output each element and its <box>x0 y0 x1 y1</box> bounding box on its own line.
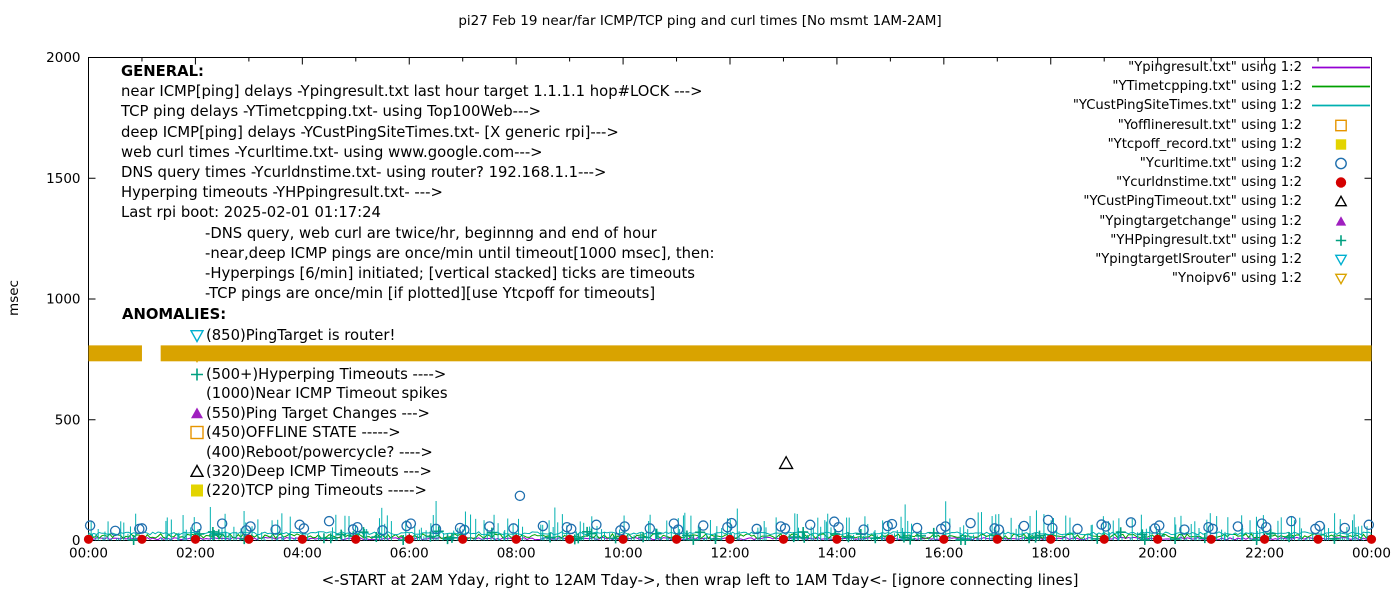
legend-item: "YpingtargetISrouter" using 1:2 <box>1073 250 1374 269</box>
anomaly-item: (450)OFFLINE STATE -----> <box>190 423 448 442</box>
anomaly-item: (400)Reboot/powercycle? ----> <box>190 442 448 461</box>
general-line: DNS query times -Ycurldnstime.txt- using… <box>121 164 607 182</box>
anomaly-text: (1000)Near ICMP Timeout spikes <box>206 385 448 403</box>
x-tick-label: 04:00 <box>283 546 322 562</box>
legend-item: "Ycurldnstime.txt" using 1:2 <box>1073 173 1374 192</box>
anomaly-item: (1000)Near ICMP Timeout spikes <box>190 384 448 403</box>
y-axis-label: msec <box>6 280 22 316</box>
anomalies-heading: ANOMALIES: <box>122 306 227 323</box>
general-line: Hyperping timeouts -YHPpingresult.txt- -… <box>121 184 443 202</box>
x-tick-label: 00:00 <box>69 546 108 562</box>
legend-item: "Ytcpoff_record.txt" using 1:2 <box>1073 135 1374 154</box>
anomaly-item: (850)PingTarget is router! <box>190 326 448 345</box>
x-tick-label: 00:00 <box>1352 546 1391 562</box>
legend-label: "Ypingtargetchange" using 1:2 <box>1099 213 1302 229</box>
legend-item: "Ycurltime.txt" using 1:2 <box>1073 154 1374 173</box>
anomaly-text: (500+)Hyperping Timeouts ----> <box>206 365 447 383</box>
general-note: -near,deep ICMP pings are once/min until… <box>205 244 715 262</box>
legend-sample-square-filled <box>1308 137 1374 152</box>
legend-sample-line <box>1308 60 1374 75</box>
general-line: TCP ping delays -YTimetcpping.txt- using… <box>121 103 542 121</box>
general-line: near ICMP[ping] delays -Ypingresult.txt … <box>121 83 703 101</box>
legend-sample-triangle-up-open <box>1308 194 1374 209</box>
x-tick-label: 18:00 <box>1031 546 1070 562</box>
triangle-up-open-icon <box>190 463 206 480</box>
x-tick-label: 06:00 <box>390 546 429 562</box>
legend-label: "Ynoipv6" using 1:2 <box>1171 271 1302 287</box>
anomaly-item: (220)TCP ping Timeouts -----> <box>190 481 448 500</box>
x-tick-label: 10:00 <box>604 546 643 562</box>
legend-label: "YpingtargetISrouter" using 1:2 <box>1095 251 1302 267</box>
legend-label: "Yofflineresult.txt" using 1:2 <box>1117 117 1302 133</box>
legend-item: "YCustPingTimeout.txt" using 1:2 <box>1073 192 1374 211</box>
anomaly-text: (450)OFFLINE STATE -----> <box>206 424 401 442</box>
x-tick-label: 20:00 <box>1138 546 1177 562</box>
anomaly-text: (220)TCP ping Timeouts -----> <box>206 482 427 500</box>
square-open-icon <box>190 424 206 441</box>
general-line: Last rpi boot: 2025-02-01 01:17:24 <box>121 204 381 222</box>
general-heading: GENERAL: <box>121 63 204 80</box>
anomaly-item: (320)Deep ICMP Timeouts ---> <box>190 462 448 481</box>
anomaly-item: (550)Ping Target Changes ---> <box>190 404 448 423</box>
legend-item: "YTimetcpping.txt" using 1:2 <box>1073 77 1374 96</box>
legend-sample-circle-open <box>1308 156 1374 171</box>
square-filled-icon <box>190 482 206 499</box>
x-axis-label: <-START at 2AM Yday, right to 12AM Tday-… <box>321 571 1079 589</box>
general-note: -DNS query, web curl are twice/hr, begin… <box>205 224 657 242</box>
y-tick-label: 0 <box>72 533 81 549</box>
legend-item: "Ypingtargetchange" using 1:2 <box>1073 212 1374 231</box>
legend-sample-triangle-down-open <box>1308 252 1374 267</box>
y-tick-label: 1000 <box>46 292 80 308</box>
general-line: web curl times -Ycurltime.txt- using www… <box>121 143 543 161</box>
legend-sample-triangle-down-open <box>1308 271 1374 286</box>
legend-label: "Ytcpoff_record.txt" using 1:2 <box>1107 136 1302 152</box>
x-tick-label: 12:00 <box>711 546 750 562</box>
x-tick-label: 14:00 <box>817 546 856 562</box>
legend-label: "YHPpingresult.txt" using 1:2 <box>1110 232 1302 248</box>
legend-item: "YCustPingSiteTimes.txt" using 1:2 <box>1073 96 1374 115</box>
legend-sample-square-open <box>1308 118 1374 133</box>
general-note: -TCP pings are once/min [if plotted][use… <box>205 285 656 303</box>
general-annotations: GENERAL: near ICMP[ping] delays -Ypingre… <box>121 62 715 304</box>
anomaly-text: (550)Ping Target Changes ---> <box>206 404 430 422</box>
legend-item: "Ypingresult.txt" using 1:2 <box>1073 58 1374 77</box>
x-tick-label: 22:00 <box>1245 546 1284 562</box>
chart-title: pi27 Feb 19 near/far ICMP/TCP ping and c… <box>458 13 942 29</box>
legend-label: "YTimetcpping.txt" using 1:2 <box>1112 79 1302 95</box>
legend-item: "Ynoipv6" using 1:2 <box>1073 269 1374 288</box>
y-tick-label: 500 <box>55 412 81 428</box>
triangle-up-filled-icon <box>190 405 206 422</box>
legend-item: "YHPpingresult.txt" using 1:2 <box>1073 231 1374 250</box>
legend-label: "Ycurldnstime.txt" using 1:2 <box>1116 175 1302 191</box>
x-tick-label: 02:00 <box>176 546 215 562</box>
x-tick-label: 08:00 <box>497 546 536 562</box>
x-tick-label: 16:00 <box>924 546 963 562</box>
y-tick-label: 1500 <box>46 171 80 187</box>
legend-sample-plus <box>1308 233 1374 248</box>
anomalies-list: (850)PingTarget is router! (500+)Hyperpin… <box>190 326 448 501</box>
y-tick-label: 2000 <box>46 50 80 66</box>
anomaly-text: (400)Reboot/powercycle? ----> <box>206 443 433 461</box>
legend-item: "Yofflineresult.txt" using 1:2 <box>1073 116 1374 135</box>
anomaly-text: (320)Deep ICMP Timeouts ---> <box>206 462 432 480</box>
legend-label: "Ypingresult.txt" using 1:2 <box>1128 60 1302 76</box>
anomaly-text: (850)PingTarget is router! <box>206 327 396 345</box>
legend-sample-triangle-up-filled <box>1308 214 1374 229</box>
general-note: -Hyperpings [6/min] initiated; [vertical… <box>205 265 696 283</box>
triangle-down-open-icon <box>190 327 206 344</box>
triangle-down-open-icon <box>190 347 206 364</box>
legend: "Ypingresult.txt" using 1:2 "YTimetcpping… <box>1073 58 1374 288</box>
general-line: deep ICMP[ping] delays -YCustPingSiteTim… <box>121 123 619 141</box>
legend-label: "Ycurltime.txt" using 1:2 <box>1139 156 1302 172</box>
anomaly-item <box>190 345 448 364</box>
legend-label: "YCustPingTimeout.txt" using 1:2 <box>1083 194 1302 210</box>
plus-icon <box>190 366 206 383</box>
legend-sample-circle-filled <box>1308 175 1374 190</box>
legend-sample-line <box>1308 98 1374 113</box>
anomaly-item: (500+)Hyperping Timeouts ----> <box>190 365 448 384</box>
legend-label: "YCustPingSiteTimes.txt" using 1:2 <box>1072 98 1302 114</box>
legend-sample-line <box>1308 79 1374 94</box>
